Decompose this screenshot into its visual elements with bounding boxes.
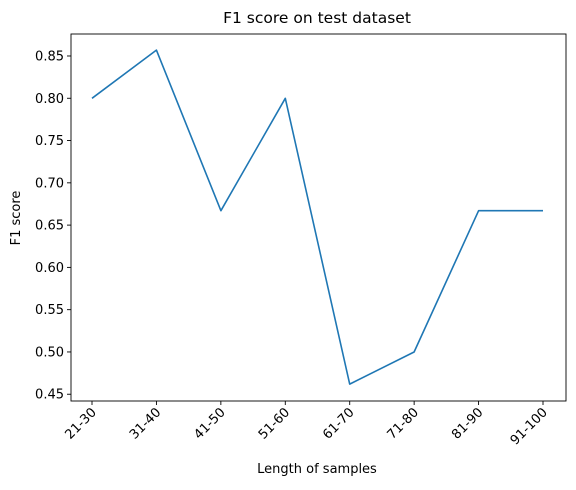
- x-tick-label: 51-60: [256, 405, 293, 442]
- y-tick-label: 0.50: [35, 345, 64, 360]
- y-tick-label: 0.45: [35, 388, 64, 403]
- x-tick-label: 61-70: [320, 405, 357, 442]
- y-tick-label: 0.60: [35, 261, 64, 276]
- x-axis-title: Length of samples: [257, 462, 377, 477]
- plot-frame: [70, 33, 567, 402]
- y-tick-label: 0.80: [35, 92, 64, 107]
- y-axis-title: F1 score: [9, 191, 24, 246]
- plot-area: 0.45 0.50 0.55 0.60 0.65 0.70 0.75 0.80 0.85 21-3…: [35, 33, 567, 448]
- x-tick-label: 21-30: [63, 405, 100, 442]
- x-tick-label: 81-90: [449, 405, 486, 442]
- x-tick-label: 41-50: [191, 405, 228, 442]
- series-line: [91, 49, 543, 385]
- x-tick-label: 31-40: [127, 405, 164, 442]
- y-tick-label: 0.55: [35, 303, 64, 318]
- y-tick-label: 0.75: [35, 134, 64, 149]
- x-tick-label: 71-80: [385, 405, 422, 442]
- chart-title: F1 score on test dataset: [223, 9, 411, 27]
- y-tick-label: 0.65: [35, 219, 64, 234]
- y-tick-label: 0.85: [35, 49, 64, 64]
- y-tick-label: 0.70: [35, 176, 64, 191]
- x-tick-label: 91-100: [508, 405, 551, 448]
